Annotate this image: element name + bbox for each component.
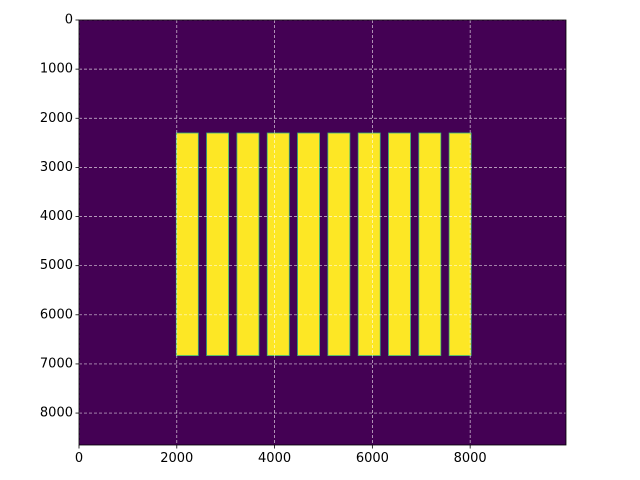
- x-tick-label: 8000: [454, 451, 487, 466]
- y-tick-label: 1000: [40, 62, 73, 77]
- bar-1: [175, 132, 199, 356]
- y-axis: 0 1000 2000 3000 4000 5000 6000 7000 8000: [40, 13, 79, 421]
- y-tick-label: 8000: [40, 406, 73, 421]
- bar-5: [297, 132, 320, 356]
- x-tick-label: 4000: [258, 451, 291, 466]
- plot-background: [79, 20, 566, 445]
- x-tick-label: 0: [75, 451, 83, 466]
- y-tick-label: 4000: [40, 209, 73, 224]
- y-tick-label: 2000: [40, 111, 73, 126]
- bar-3: [236, 132, 260, 356]
- y-tick-label: 5000: [40, 258, 73, 273]
- bar-9: [418, 132, 442, 356]
- bars-layer: [175, 132, 472, 356]
- y-tick-label: 3000: [40, 160, 73, 175]
- bar-10: [448, 132, 472, 356]
- bar-8: [388, 132, 411, 356]
- bar-2: [206, 132, 230, 356]
- x-tick-label: 2000: [160, 451, 193, 466]
- y-tick-label: 7000: [40, 356, 73, 371]
- bar-4: [266, 132, 290, 356]
- x-axis: 0 2000 4000 6000 8000: [75, 445, 487, 466]
- bar-7: [357, 132, 381, 356]
- y-tick-label: 0: [65, 13, 73, 28]
- bar-6: [327, 132, 351, 356]
- plot-frame: [78, 19, 567, 446]
- x-tick-label: 6000: [356, 451, 389, 466]
- y-tick-label: 6000: [40, 307, 73, 322]
